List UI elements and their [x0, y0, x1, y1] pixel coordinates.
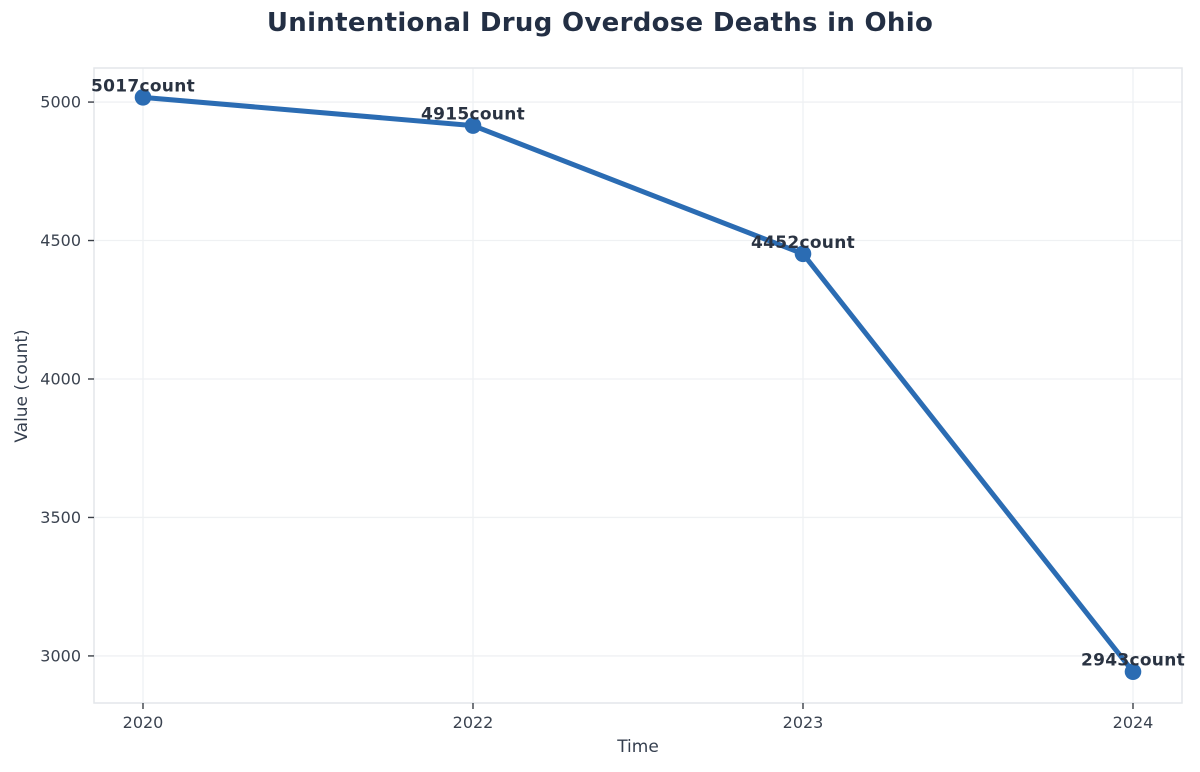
y-axis-title: Value (count) [12, 329, 32, 443]
x-axis-title: Time [617, 737, 659, 757]
x-tick-label: 2020 [123, 713, 164, 732]
y-tick-label: 3000 [40, 646, 81, 665]
data-point [794, 245, 812, 263]
x-tick-label: 2023 [783, 713, 824, 732]
data-point [134, 89, 152, 106]
data-point [1124, 663, 1142, 681]
data-point-label: 4452count [751, 233, 855, 253]
y-tick-label: 5000 [40, 93, 81, 112]
data-point-label: 4915count [421, 105, 525, 125]
data-point [464, 117, 482, 134]
x-tick-label: 2024 [1113, 713, 1154, 732]
plot-border [93, 67, 1183, 704]
data-point-label: 5017count [91, 76, 195, 96]
x-tick-label: 2022 [453, 713, 494, 732]
data-line [140, 94, 1136, 675]
chart-title: Unintentional Drug Overdose Deaths in Oh… [266, 8, 934, 38]
y-tick-label: 3500 [40, 508, 81, 527]
y-tick-label: 4500 [40, 231, 81, 250]
y-tick-label: 4000 [40, 369, 81, 388]
data-point-label: 2943count [1081, 651, 1185, 671]
